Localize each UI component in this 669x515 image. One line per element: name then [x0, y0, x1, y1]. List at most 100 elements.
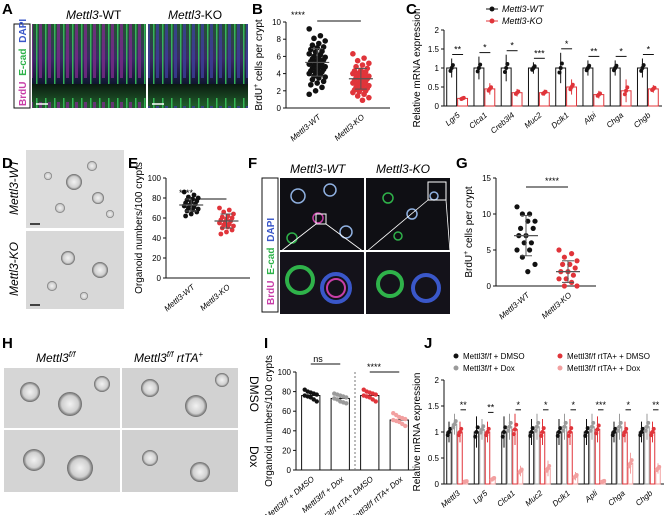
chartJ-pt-0-3-2 [464, 479, 469, 484]
panel-c-legend: Mettl3-WT Mettl3-KO [486, 4, 545, 26]
chartG-point-1-9 [570, 272, 577, 278]
panel-d-images: Mettl3-WT Mettl3-KO [7, 150, 124, 309]
chartC-pt-2-1-2 [516, 89, 521, 94]
chartB-point-1-34 [361, 91, 367, 98]
chartJ-pt-6-3-1 [628, 461, 633, 466]
chartJ-pt-2-1-0 [506, 428, 511, 433]
chartC-sig-2: * [510, 41, 514, 51]
chartJ-pt-2-3-2 [519, 467, 524, 472]
undefined-ytick-label-0: 0 [157, 274, 162, 283]
undefined-ytick-label-1: 2 [277, 87, 282, 96]
undefined-ytick-label-4: 80 [282, 388, 291, 397]
chartJ-pt-1-0-1 [474, 430, 479, 434]
undefined-ytick-label-5: 100 [278, 368, 292, 377]
chartG-point-0-15 [525, 269, 531, 275]
chartC-pt-6-1-2 [625, 85, 630, 90]
chartI-pt-2-4 [373, 392, 378, 397]
panel-b-significance: **** [291, 10, 306, 20]
chartJ-pt-4-0-0 [555, 433, 560, 438]
chartB-point-0-41 [308, 81, 314, 88]
chartC-sig-1: * [483, 43, 487, 53]
chartJ-pt-6-0-2 [613, 426, 618, 431]
chartE-xtick-label-1: Mettl3-KO [198, 283, 231, 313]
panel-j-legend: Mettl3f/f + DMSO Mettl3f/f + Dox Mettl3f… [453, 352, 650, 373]
chartJ-pt-5-2-1 [595, 427, 600, 432]
ff-dox-image [4, 430, 120, 492]
chartC-sig-7: * [647, 45, 651, 55]
undefined-ytick-label-1: 20 [282, 446, 291, 455]
chartJ-pt-0-2-2 [459, 426, 464, 431]
chartJ-pt-7-1-2 [646, 420, 651, 425]
chartJ-pt-3-2-1 [540, 430, 545, 434]
chartG-point-0-11 [514, 247, 520, 253]
chartB-ylabel-part: + [253, 84, 260, 88]
chartC-xtick-label-1: Clca1 [467, 111, 488, 131]
chartJ-pt-2-2-1 [513, 427, 517, 432]
panel-f-ko-title: Mettl3-KO [376, 162, 430, 176]
stain-label-brdu: BrdU [18, 82, 29, 106]
chartJ-pt-0-2-0 [456, 433, 461, 438]
panel-g-significance: **** [545, 176, 560, 186]
chartJ-pt-6-3-2 [629, 458, 634, 463]
chartE-point-1-19 [218, 231, 224, 237]
chartC-pt-2-0-0 [502, 69, 507, 74]
chartJ-pt-2-1-2 [508, 420, 513, 425]
chartC-sig-3: *** [534, 48, 545, 58]
chartJ-pt-7-0-0 [638, 433, 643, 438]
undefined-ytick-label-4: 80 [152, 194, 161, 203]
chartJ-pt-7-2-1 [650, 430, 655, 434]
chartJ-pt-0-1-0 [451, 425, 456, 430]
chartJ-xtick-label-1: Lgr5 [471, 488, 489, 506]
chartE-point-0-18 [188, 211, 194, 217]
chartE-point-0-19 [183, 213, 189, 219]
chartJ-pt-0-0-0 [445, 433, 450, 438]
chartB-point-1-2 [354, 57, 361, 64]
chartG-point-0-12 [527, 247, 533, 253]
legend-j-0: Mettl3f/f + DMSO [463, 352, 525, 361]
chartJ-pt-3-0-1 [529, 430, 534, 434]
chartG-point-0-9 [528, 240, 535, 246]
chartJ-pt-3-0-0 [528, 433, 533, 438]
chartC-pt-1-1-2 [489, 85, 494, 90]
chartG-ylabel-part: + [463, 251, 470, 255]
chartE-point-0-0 [181, 189, 187, 195]
chartJ-pt-7-3-2 [657, 464, 662, 469]
chartI-pt-3-9 [403, 423, 408, 429]
chartI-ylabel-part: Organoid numbers/100 crypts [264, 355, 275, 487]
chartB-point-1-35 [354, 93, 361, 99]
chartC-pt-2-0-1 [504, 66, 509, 70]
undefined-ytick-label-5: 100 [148, 174, 162, 183]
chartJ-pt-7-2-0 [649, 433, 654, 438]
chartJ-pt-1-2-2 [486, 426, 491, 431]
chartB-point-0-7 [314, 45, 321, 51]
panel-label-i: I [264, 335, 268, 352]
chartJ-pt-4-1-1 [562, 424, 567, 429]
chartC-sig-6: * [619, 46, 623, 56]
chartJ-pt-5-1-2 [591, 420, 596, 425]
chartJ-pt-4-3-2 [574, 472, 579, 477]
chartB-point-0-2 [311, 35, 317, 42]
undefined-ytick-label-4: 2 [435, 26, 440, 35]
chartJ-pt-5-1-1 [590, 424, 594, 429]
chartJ-pt-6-0-0 [610, 433, 615, 438]
chartE-point-0-1 [191, 192, 197, 198]
undefined-ytick-label-0: 0 [487, 282, 492, 291]
chartJ-xtick-label-2: Clca1 [495, 489, 516, 509]
chartB-ylabel-part: BrdU [254, 88, 265, 111]
chartJ-pt-5-0-1 [584, 430, 589, 434]
chartJ-pt-5-3-2 [602, 478, 607, 483]
chartJ-pt-2-1-1 [507, 424, 512, 429]
chartJ-pt-1-0-0 [473, 434, 478, 439]
chartC-sig-0: ** [454, 45, 462, 55]
panel-d-row-ko: Mettl3-KO [7, 242, 21, 296]
chartI-pt-0-4 [314, 392, 319, 397]
undefined-ytick-label-3: 1.5 [428, 45, 440, 54]
chartJ-pt-1-3-2 [492, 476, 497, 481]
chartJ-pt-4-0-1 [557, 430, 561, 434]
panel-h-row2: Dox [247, 446, 261, 467]
legend-j-3: Mettl3f/f rtTA+ + Dox [567, 364, 640, 373]
legend-wt: Mettl3-WT [502, 4, 545, 14]
chartG-point-1-14 [574, 283, 580, 289]
ko-organoid-image [26, 231, 124, 309]
chartB-point-0-44 [306, 91, 313, 98]
